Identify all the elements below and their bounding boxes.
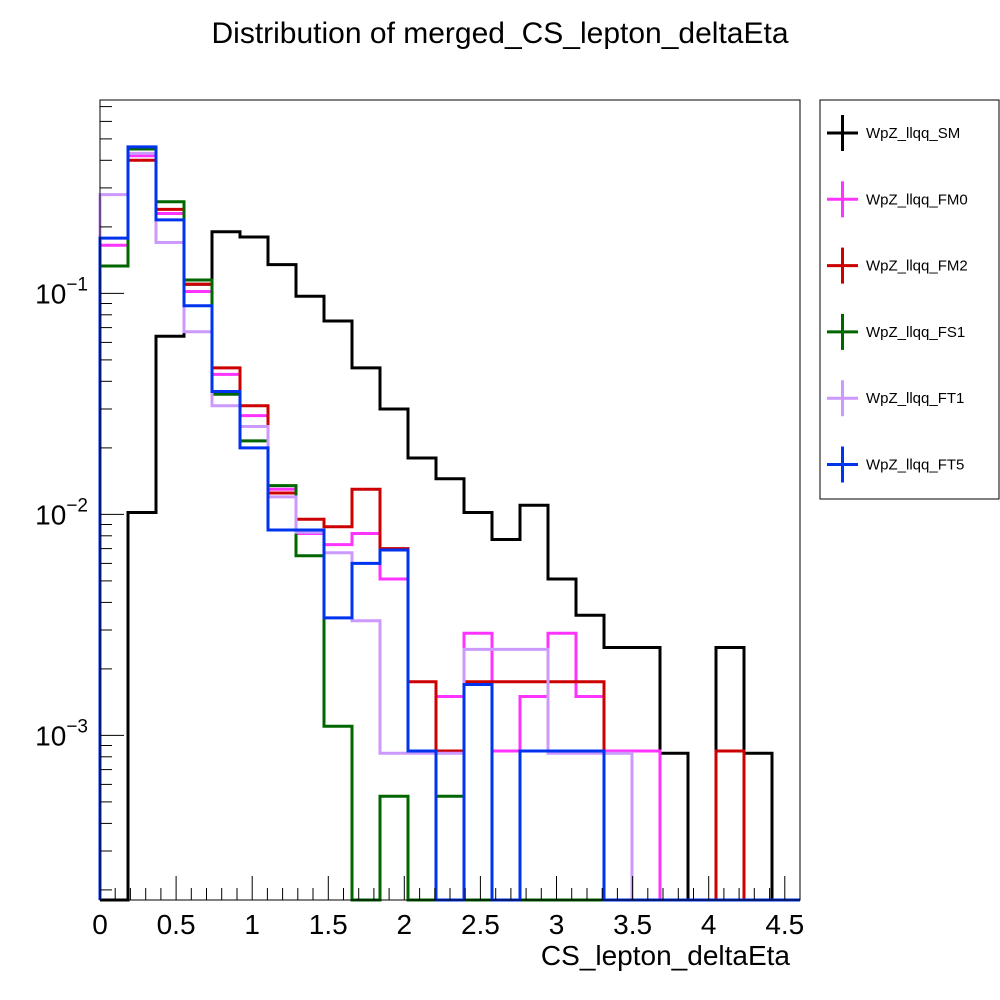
legend-label: WpZ_llqq_FM0 <box>866 191 968 208</box>
x-tick-label: 3 <box>549 909 565 940</box>
y-tick-label: 10−1 <box>35 274 88 309</box>
x-tick-label: 2 <box>397 909 413 940</box>
legend-label: WpZ_llqq_FM2 <box>866 258 968 275</box>
x-tick-label: 1 <box>244 909 260 940</box>
x-tick-label: 0 <box>92 909 108 940</box>
x-tick-label: 4.5 <box>765 909 804 940</box>
axis-ticks <box>99 106 801 900</box>
chart-title: Distribution of merged_CS_lepton_deltaEt… <box>211 17 788 50</box>
legend-label: WpZ_llqq_FS1 <box>866 324 965 341</box>
legend-entry: WpZ_llqq_FT1 <box>827 380 964 417</box>
legend-label: WpZ_llqq_FT1 <box>866 390 964 407</box>
legend-entry: WpZ_llqq_SM <box>827 115 960 151</box>
histogram-series-0 <box>100 230 800 902</box>
x-tick-label: 4 <box>701 909 717 940</box>
tick-labels: 0 0.5 1 1.5 2 2.5 3 3.5 4 4.5 10−1 10−2 10−3 <box>35 274 804 940</box>
legend-entry: WpZ_llqq_FM0 <box>827 181 968 218</box>
x-tick-label: 3.5 <box>613 909 652 940</box>
x-tick-label: 2.5 <box>461 909 500 940</box>
legend: WpZ_llqq_SM WpZ_llqq_FM0 WpZ_llqq_FM2 WpZ_l… <box>819 99 1000 500</box>
legend-entry: WpZ_llqq_FM2 <box>827 247 968 284</box>
legend-box <box>819 99 1000 500</box>
y-tick-label: 10−2 <box>35 495 88 530</box>
legend-label: WpZ_llqq_SM <box>866 125 960 142</box>
legend-label: WpZ_llqq_FT5 <box>866 457 964 474</box>
x-axis-label: CS_lepton_deltaEta <box>541 940 791 971</box>
legend-entry: WpZ_llqq_FS1 <box>827 313 965 350</box>
x-tick-label: 1.5 <box>309 909 348 940</box>
y-tick-label: 10−3 <box>35 716 88 751</box>
legend-entry: WpZ_llqq_FT5 <box>827 446 964 483</box>
x-tick-label: 0.5 <box>157 909 196 940</box>
